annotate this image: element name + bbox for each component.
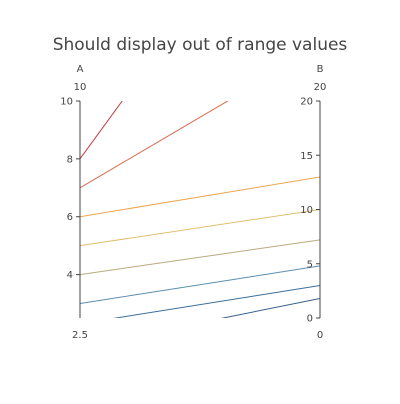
axis-b-tick-label: 10 <box>300 205 313 216</box>
axis-b-tick-label: 5 <box>307 259 313 270</box>
series-line <box>80 101 229 189</box>
axis-a-range-min: 2.5 <box>72 330 88 341</box>
axis-b[interactable]: B 20 0 0 5 10 15 20 <box>300 64 326 341</box>
axis-a-ticks: 4 6 8 10 <box>60 97 80 281</box>
axis-b-name: B <box>317 64 324 75</box>
axis-b-ticks: 0 5 10 15 20 <box>300 97 320 325</box>
axis-a-name: A <box>77 64 84 75</box>
axis-a-tick-label: 4 <box>67 270 73 281</box>
axis-b-tick-label: 15 <box>300 151 313 162</box>
axis-a-tick-label: 10 <box>60 97 73 108</box>
chart-title: Should display out of range values <box>53 35 348 55</box>
axis-b-range-min: 0 <box>317 330 323 341</box>
series-line <box>80 101 123 160</box>
series-line <box>80 176 320 218</box>
axis-a-tick-label: 8 <box>67 154 73 165</box>
axis-a-range-max: 10 <box>74 82 87 93</box>
axis-a-tick-label: 6 <box>67 212 73 223</box>
series-line <box>113 284 320 318</box>
series-lines <box>80 101 320 318</box>
series-line <box>317 317 320 318</box>
series-line <box>80 209 320 247</box>
series-line <box>80 239 320 276</box>
axis-b-range-max: 20 <box>314 82 327 93</box>
axis-a[interactable]: A 10 2.5 4 6 8 10 <box>60 64 88 341</box>
axis-b-tick-label: 20 <box>300 97 313 108</box>
series-line <box>220 297 320 318</box>
series-line <box>80 265 320 305</box>
axis-b-tick-label: 0 <box>307 314 313 325</box>
